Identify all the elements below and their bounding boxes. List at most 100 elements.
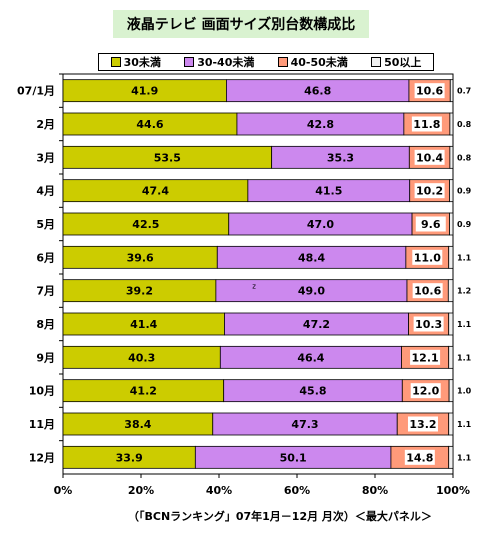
category-label: 6月 <box>36 251 55 264</box>
data-label: 45.8 <box>299 385 326 398</box>
data-label: 44.6 <box>136 118 163 131</box>
data-label: 49.0 <box>298 285 325 298</box>
bar-segment <box>448 412 454 436</box>
data-label-box <box>404 449 435 465</box>
data-label: 50.1 <box>280 451 307 464</box>
data-label: 14.8 <box>406 451 433 464</box>
legend-item: 50以上 <box>371 54 421 70</box>
data-label-box <box>415 216 446 232</box>
source-note: （「BCNランキング」07年1月－12月 月次）＜最大パネル＞ <box>128 510 432 523</box>
category-label: 11月 <box>29 418 55 431</box>
bar-segment <box>448 312 454 336</box>
data-label: 47.2 <box>303 318 330 331</box>
data-label: 11.0 <box>414 251 441 264</box>
bar-segment <box>448 345 454 369</box>
category-label: 2月 <box>36 118 55 131</box>
data-label: 1.1 <box>457 320 472 329</box>
x-tick-label: 80% <box>362 484 388 497</box>
data-label: 41.4 <box>130 318 157 331</box>
chart-title: 液晶テレビ 画面サイズ別台数構成比 <box>126 17 356 33</box>
data-label: 9.6 <box>421 218 441 231</box>
category-label: 3月 <box>36 151 55 164</box>
data-label-box <box>412 249 443 265</box>
data-label: 11.8 <box>413 118 440 131</box>
legend-label: 30未満 <box>123 56 161 69</box>
data-label: 12.1 <box>412 351 439 364</box>
data-label: 33.9 <box>116 451 143 464</box>
data-label: 12.0 <box>412 385 439 398</box>
data-label: 38.4 <box>124 418 151 431</box>
legend-label: 40-50未満 <box>290 56 348 69</box>
category-label: 8月 <box>36 318 55 331</box>
data-label-box <box>412 283 443 299</box>
bar-segment <box>449 212 454 236</box>
data-label-box <box>414 183 445 199</box>
x-tick-label: 40% <box>206 484 232 497</box>
data-label: 0.9 <box>457 220 472 229</box>
legend-swatch <box>184 57 195 67</box>
data-label-box <box>414 149 445 165</box>
data-label: 0.8 <box>457 153 472 162</box>
category-label: 4月 <box>36 185 55 198</box>
bar-segment <box>449 179 454 203</box>
legend-swatch <box>277 57 288 67</box>
legend-label: 30-40未満 <box>197 56 255 69</box>
data-label: 1.0 <box>457 387 472 396</box>
data-label: 10.2 <box>416 185 443 198</box>
data-label: 46.8 <box>304 85 331 98</box>
category-label: 12月 <box>29 451 55 464</box>
data-label: 47.4 <box>142 185 169 198</box>
annotation: z <box>252 283 256 291</box>
data-label: 40.3 <box>128 351 155 364</box>
data-label-box <box>411 116 442 132</box>
data-label: 1.2 <box>457 287 471 296</box>
bar-segment <box>447 279 454 303</box>
data-label: 13.2 <box>409 418 436 431</box>
legend-item: 30-40未満 <box>184 54 254 70</box>
data-label: 35.3 <box>327 151 354 164</box>
category-label: 10月 <box>29 385 55 398</box>
data-label-box <box>414 83 445 99</box>
bar-segment <box>448 379 454 403</box>
category-label: 07/1月 <box>17 85 55 98</box>
category-label: 5月 <box>36 218 55 231</box>
legend-item: 40-50未満 <box>277 54 348 70</box>
data-label: 41.9 <box>131 85 158 98</box>
data-label: 1.1 <box>457 253 472 262</box>
data-label: 1.1 <box>457 420 472 429</box>
data-label: 48.4 <box>298 251 325 264</box>
data-label: 0.9 <box>457 187 472 196</box>
data-label: 46.4 <box>297 351 324 364</box>
data-label: 10.6 <box>414 285 441 298</box>
data-label: 42.8 <box>307 118 334 131</box>
data-label: 0.7 <box>457 87 471 96</box>
legend-swatch <box>371 57 382 67</box>
legend-label: 50以上 <box>384 56 422 69</box>
data-label: 10.3 <box>415 318 442 331</box>
bar-segment <box>448 445 454 469</box>
bar-segment <box>449 112 454 136</box>
data-label: 41.5 <box>315 185 342 198</box>
category-label: 7月 <box>36 285 55 298</box>
data-label: 1.1 <box>457 453 472 462</box>
data-label: 53.5 <box>154 151 181 164</box>
data-label-box <box>413 316 444 332</box>
x-tick-label: 100% <box>436 484 470 497</box>
chart-title-box: 液晶テレビ 画面サイズ別台数構成比 <box>113 10 369 38</box>
data-label: 39.2 <box>126 285 153 298</box>
x-tick-label: 20% <box>128 484 154 497</box>
data-label: 10.6 <box>416 85 443 98</box>
data-label-box <box>410 383 441 399</box>
bar-segment <box>449 145 454 169</box>
data-label: 47.0 <box>307 218 334 231</box>
legend-item: 30未満 <box>110 54 161 70</box>
bar-segment <box>449 79 454 103</box>
legend: 30未満 30-40未満 40-50未満 50以上 <box>98 53 434 71</box>
data-label-box <box>407 416 438 432</box>
data-label-box <box>410 349 441 365</box>
x-tick-label: 60% <box>284 484 310 497</box>
data-label: 47.3 <box>291 418 318 431</box>
data-label: 42.5 <box>132 218 159 231</box>
category-label: 9月 <box>36 351 55 364</box>
